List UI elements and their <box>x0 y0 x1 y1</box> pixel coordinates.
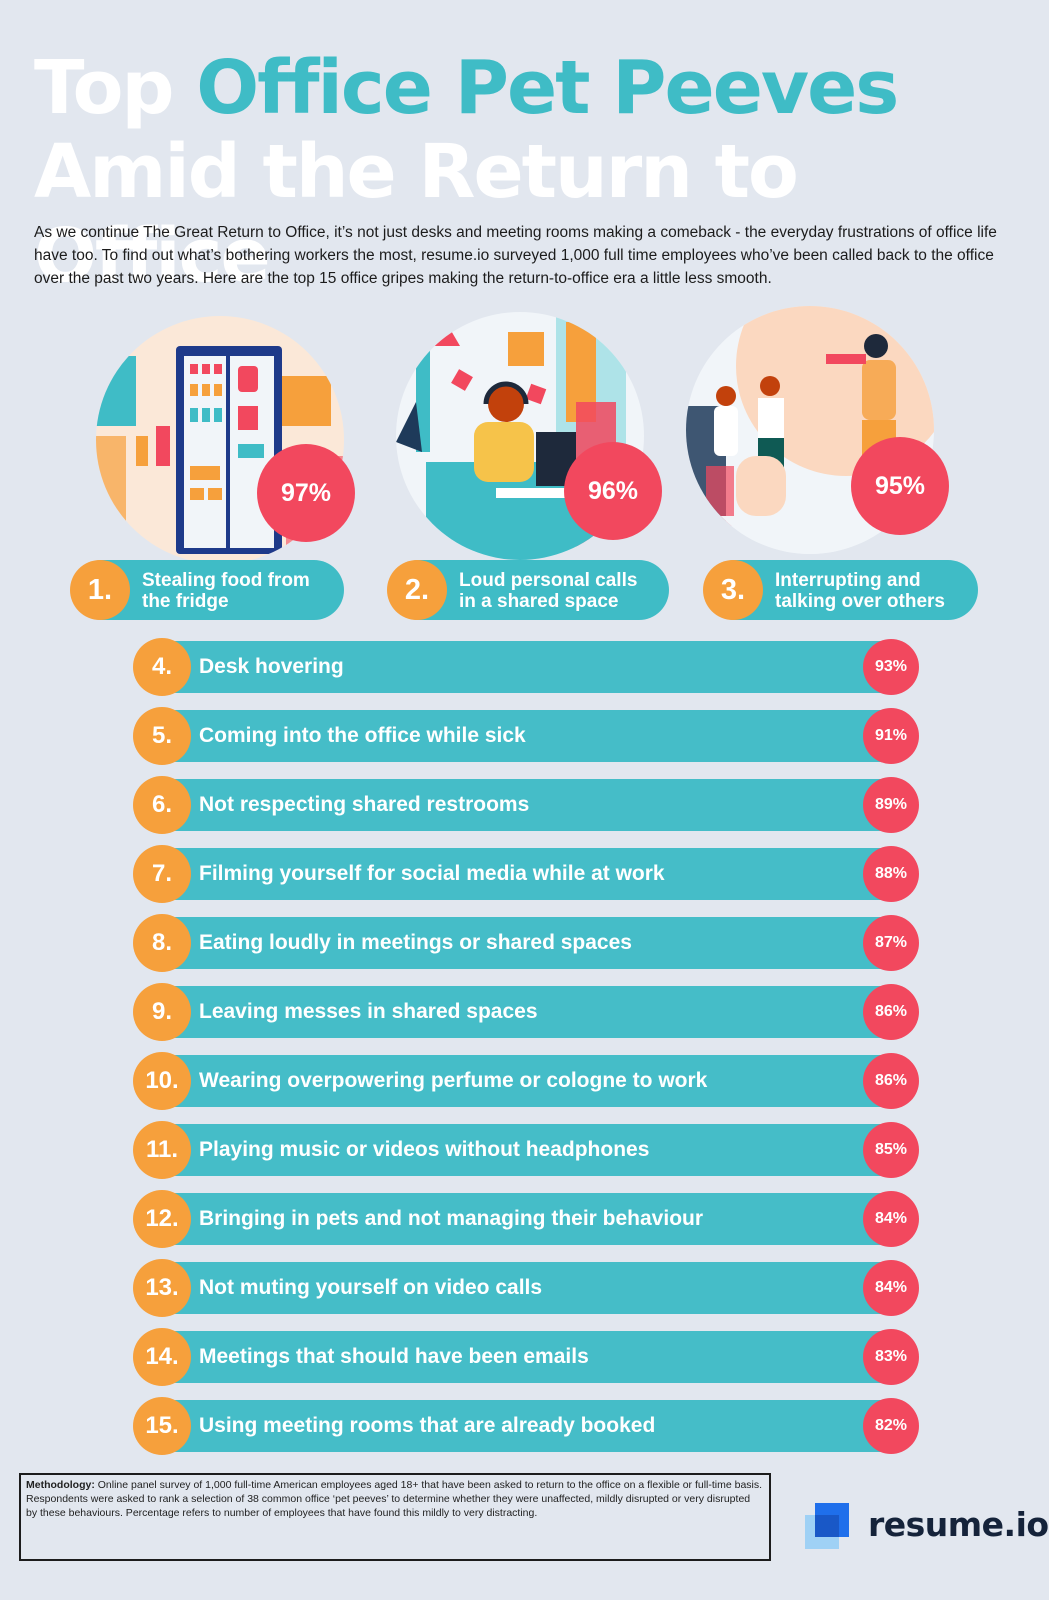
list-item-label: Playing music or videos without headphon… <box>199 1138 650 1161</box>
list-item-rank: 10. <box>133 1052 191 1110</box>
list-item: 15. Using meeting rooms that are already … <box>133 1397 919 1455</box>
list-item-percent: 88% <box>863 846 919 902</box>
list-item: 13. Not muting yourself on video calls 84% <box>133 1259 919 1317</box>
top3-label-line2: talking over others <box>775 591 945 612</box>
title-highlight: Office Pet Peeves <box>196 45 899 131</box>
list-item-percent: 89% <box>863 777 919 833</box>
list-item-percent: 91% <box>863 708 919 764</box>
page-title: Top Office Pet Peeves Amid the Return to… <box>34 46 1034 298</box>
top1-label-line2: the fridge <box>142 591 229 612</box>
list-item: 4. Desk hovering 93% <box>133 638 919 696</box>
brand-logo: resume.io <box>805 1503 1049 1553</box>
list-item-label: Not respecting shared restrooms <box>199 793 530 816</box>
methodology-label: Methodology: <box>26 1479 95 1491</box>
list-item-percent: 86% <box>863 1053 919 1109</box>
top1-label-line1: Stealing food from <box>142 570 310 591</box>
title-part-2: Amid the Return to Office <box>34 129 799 299</box>
top3-label: Interrupting and talking over others <box>775 570 945 612</box>
top2-rank: 2. <box>387 560 447 620</box>
list-item-label: Filming yourself for social media while … <box>199 862 665 885</box>
list-item-bar <box>153 1193 893 1245</box>
list-item-rank: 15. <box>133 1397 191 1455</box>
top3-label-line1: Interrupting and <box>775 570 921 591</box>
top1-pill: 1. Stealing food from the fridge <box>70 560 344 620</box>
list-item-label: Leaving messes in shared spaces <box>199 1000 538 1023</box>
list-item-label: Eating loudly in meetings or shared spac… <box>199 931 632 954</box>
top2-label-line1: Loud personal calls <box>459 570 638 591</box>
top3-pill: 3. Interrupting and talking over others <box>703 560 978 620</box>
list-item-label: Wearing overpowering perfume or cologne … <box>199 1069 708 1092</box>
list-item-percent: 93% <box>863 639 919 695</box>
top2-percent-badge: 96% <box>564 442 662 540</box>
list-item-rank: 5. <box>133 707 191 765</box>
list-item-label: Bringing in pets and not managing their … <box>199 1207 704 1230</box>
list-item-label: Not muting yourself on video calls <box>199 1276 543 1299</box>
list-item-percent: 83% <box>863 1329 919 1385</box>
top1-rank: 1. <box>70 560 130 620</box>
list-item: 5. Coming into the office while sick 91% <box>133 707 919 765</box>
intro-text: As we continue The Great Return to Offic… <box>34 224 997 287</box>
list-item-rank: 7. <box>133 845 191 903</box>
list-item-bar <box>153 917 893 969</box>
list-item: 8. Eating loudly in meetings or shared sp… <box>133 914 919 972</box>
list-item: 7. Filming yourself for social media whil… <box>133 845 919 903</box>
list-item-bar <box>153 986 893 1038</box>
list-item-bar <box>153 848 893 900</box>
list-item-percent: 87% <box>863 915 919 971</box>
top2-pill: 2. Loud personal calls in a shared space <box>387 560 669 620</box>
list-item-bar <box>153 1262 893 1314</box>
title-part-1: Top <box>34 45 197 131</box>
methodology-text: Online panel survey of 1,000 full-time A… <box>26 1479 763 1519</box>
list-item-rank: 6. <box>133 776 191 834</box>
top1-percent-badge: 97% <box>257 444 355 542</box>
list-item: 6. Not respecting shared restrooms 89% <box>133 776 919 834</box>
list-item-label: Desk hovering <box>199 655 344 678</box>
list-item-label: Coming into the office while sick <box>199 724 526 747</box>
list-item-bar <box>153 1331 893 1383</box>
list-item-bar <box>153 1055 893 1107</box>
list-item-percent: 84% <box>863 1260 919 1316</box>
list-item-label: Meetings that should have been emails <box>199 1345 589 1368</box>
list-item-percent: 86% <box>863 984 919 1040</box>
list-item: 9. Leaving messes in shared spaces 86% <box>133 983 919 1041</box>
list-item-label: Using meeting rooms that are already boo… <box>199 1414 656 1437</box>
list-item: 11. Playing music or videos without headp… <box>133 1121 919 1179</box>
list-item: 14. Meetings that should have been emails… <box>133 1328 919 1386</box>
list-item: 10. Wearing overpowering perfume or colog… <box>133 1052 919 1110</box>
list-item-bar <box>153 641 893 693</box>
top1-label: Stealing food from the fridge <box>142 570 310 612</box>
list-item-bar <box>153 1400 893 1452</box>
list-item-rank: 11. <box>133 1121 191 1179</box>
top2-label: Loud personal calls in a shared space <box>459 570 637 612</box>
list-item-rank: 9. <box>133 983 191 1041</box>
resume-logo-icon <box>805 1503 849 1549</box>
list-item-bar <box>153 710 893 762</box>
list-item-percent: 84% <box>863 1191 919 1247</box>
list-item-rank: 12. <box>133 1190 191 1248</box>
top2-label-line2: in a shared space <box>459 591 619 612</box>
list-item-rank: 4. <box>133 638 191 696</box>
brand-name: resume.io <box>868 1505 1049 1544</box>
list-item-rank: 13. <box>133 1259 191 1317</box>
list-item-bar <box>153 779 893 831</box>
list-item-percent: 82% <box>863 1398 919 1454</box>
list-item: 12. Bringing in pets and not managing the… <box>133 1190 919 1248</box>
list-item-bar <box>153 1124 893 1176</box>
list-item-percent: 85% <box>863 1122 919 1178</box>
top3-percent-badge: 95% <box>851 437 949 535</box>
methodology-box: Methodology: Online panel survey of 1,00… <box>19 1473 771 1561</box>
list-item-rank: 14. <box>133 1328 191 1386</box>
list-item-rank: 8. <box>133 914 191 972</box>
top3-rank: 3. <box>703 560 763 620</box>
